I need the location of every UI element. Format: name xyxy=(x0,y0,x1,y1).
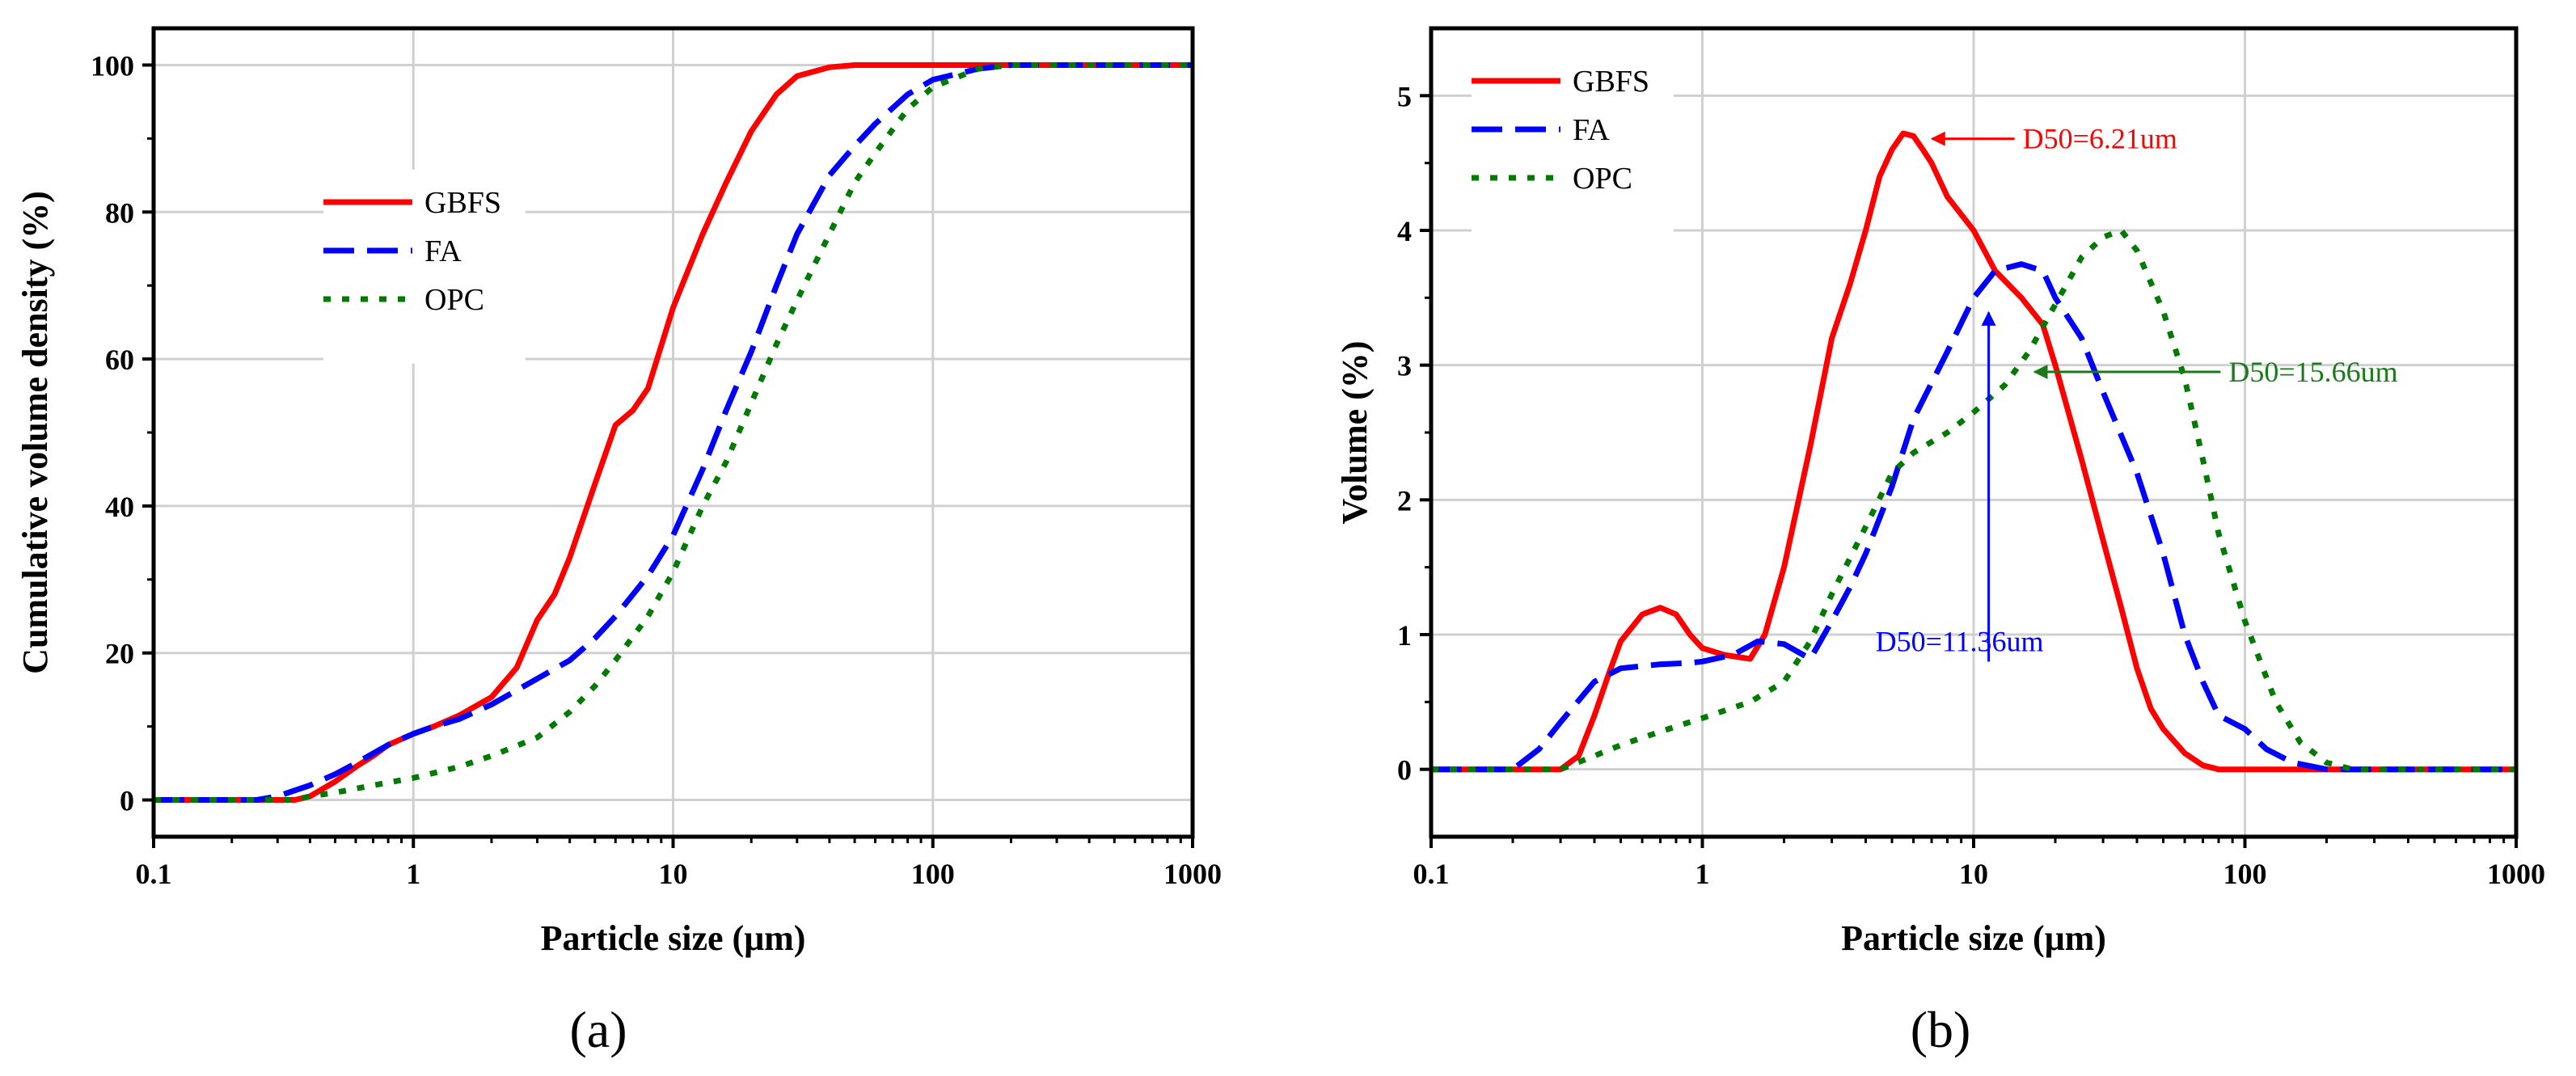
x-tick-label: 1 xyxy=(1696,858,1710,890)
grid-a xyxy=(152,28,1194,837)
x-axis-label-b: Particle size (μm) xyxy=(1841,918,2106,958)
y-axis-label-a: Cumulative volume density (%) xyxy=(15,191,55,674)
series-line-opc xyxy=(1431,227,2516,773)
panel-label-b: (b) xyxy=(1911,1001,1971,1058)
legend-label-fa: FA xyxy=(1573,113,1610,147)
x-tick-label: 0.1 xyxy=(1413,858,1450,890)
x-tick-label: 1000 xyxy=(2487,858,2545,890)
annotation-d50-gbfs: D50=6.21um xyxy=(2023,123,2177,155)
y-ticks-a: 0 20 40 60 80 100 xyxy=(91,49,154,817)
annotation-d50-fa: D50=11.36um xyxy=(1876,625,2044,657)
legend-b: GBFS FA OPC xyxy=(1472,49,1674,243)
chart-panel-a: 0.1 1 10 100 1000 0 20 40 60 80 100 Particle size… xyxy=(15,26,1222,1058)
x-tick-label: 10 xyxy=(659,858,688,890)
x-tick-label: 1 xyxy=(406,858,420,890)
series-line-gbfs xyxy=(1431,130,2516,773)
legend-a: GBFS FA OPC xyxy=(323,170,526,364)
y-tick-label: 4 xyxy=(1397,215,1412,247)
y-axis-label-b: Volume (%) xyxy=(1335,341,1375,525)
y-tick-label: 1 xyxy=(1397,619,1412,652)
panel-label-a: (a) xyxy=(569,1001,627,1058)
legend-label-opc: OPC xyxy=(424,283,484,317)
annotation-d50-opc: D50=15.66um xyxy=(2228,356,2397,388)
legend-label-opc: OPC xyxy=(1573,162,1632,196)
x-tick-label: 0.1 xyxy=(136,858,172,890)
x-tick-label: 1000 xyxy=(1163,858,1222,890)
x-axis-label-a: Particle size (μm) xyxy=(541,918,806,958)
legend-label-gbfs: GBFS xyxy=(424,186,501,220)
annotations-b: D50=6.21um D50=11.36um D50=15.66um xyxy=(1876,123,2398,662)
y-tick-label: 20 xyxy=(105,638,134,670)
y-tick-label: 2 xyxy=(1397,484,1412,517)
y-ticks-b: 0 1 2 3 4 5 xyxy=(1397,80,1431,787)
y-tick-label: 3 xyxy=(1397,350,1412,382)
x-ticks-b: 0.1 1 10 100 1000 xyxy=(1413,837,2545,890)
y-tick-label: 0 xyxy=(1397,754,1412,787)
series-line-fa xyxy=(154,62,1193,803)
y-tick-label: 40 xyxy=(105,491,134,523)
y-tick-label: 5 xyxy=(1397,80,1412,112)
y-tick-label: 100 xyxy=(91,49,134,82)
x-tick-label: 10 xyxy=(1959,858,1988,890)
y-tick-label: 0 xyxy=(120,785,134,817)
x-tick-label: 100 xyxy=(2223,858,2267,890)
x-ticks-a: 0.1 1 10 100 1000 xyxy=(136,837,1222,890)
series-group-b xyxy=(1431,130,2516,773)
series-line-fa xyxy=(1431,261,2516,773)
x-tick-label: 100 xyxy=(911,858,955,890)
legend-label-fa: FA xyxy=(424,234,462,268)
legend-label-gbfs: GBFS xyxy=(1573,65,1649,99)
y-tick-label: 60 xyxy=(105,344,134,376)
y-tick-label: 80 xyxy=(105,196,134,229)
series-group-a xyxy=(154,62,1193,803)
